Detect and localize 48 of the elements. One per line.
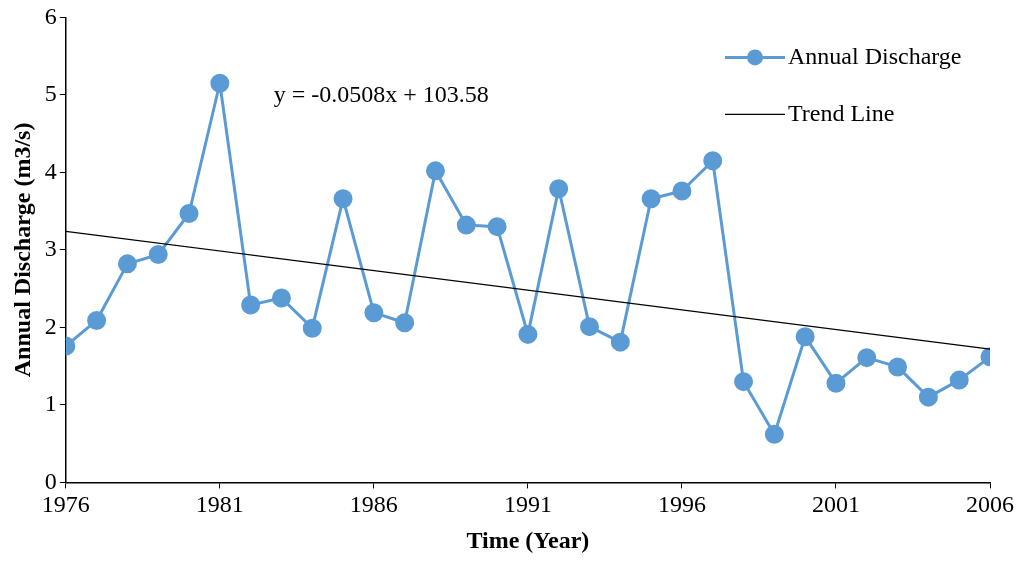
x-tick-label: 2001	[811, 491, 860, 518]
point	[580, 317, 600, 337]
x-tick-label: 1991	[503, 491, 552, 518]
point	[549, 179, 569, 199]
point	[148, 245, 168, 265]
point	[734, 372, 754, 392]
point	[364, 303, 384, 323]
point	[425, 161, 445, 181]
legend-label: Trend Line	[788, 99, 895, 126]
point	[888, 357, 908, 377]
point	[487, 217, 507, 237]
point	[395, 313, 415, 333]
annotation: y = -0.0508x + 103.58	[273, 80, 489, 107]
point	[610, 332, 630, 352]
point	[333, 189, 353, 209]
y-tick-label: 5	[44, 80, 57, 107]
x-tick-label: 1981	[195, 491, 244, 518]
y-tick-label: 4	[44, 157, 57, 184]
x-axis-title: Time (Year)	[466, 526, 590, 553]
y-tick-label: 0	[44, 467, 57, 494]
point	[641, 189, 661, 209]
point	[271, 288, 291, 308]
y-tick-label: 3	[44, 235, 57, 262]
point	[826, 373, 846, 393]
point	[764, 424, 784, 444]
y-tick-label: 2	[44, 312, 57, 339]
legend-label: Annual Discharge	[788, 42, 962, 69]
point	[87, 310, 107, 330]
point	[179, 203, 199, 223]
x-tick-label: 1976	[41, 491, 90, 518]
x-tick-label: 1986	[349, 491, 398, 518]
point	[456, 215, 476, 235]
x-tick-label: 1996	[657, 491, 706, 518]
point	[210, 73, 230, 93]
y-tick-label: 6	[44, 2, 57, 29]
y-axis-title: Annual Discharge (m3/s)	[8, 122, 35, 378]
point	[241, 295, 261, 315]
point	[672, 181, 692, 201]
y-tick-label: 1	[44, 390, 57, 417]
point	[117, 254, 137, 274]
x-tick-label: 2006	[966, 491, 1014, 518]
point	[857, 348, 877, 368]
point	[302, 318, 322, 338]
point	[949, 370, 969, 390]
point	[795, 327, 815, 347]
point	[518, 324, 538, 344]
point	[918, 387, 938, 407]
point	[703, 151, 723, 171]
